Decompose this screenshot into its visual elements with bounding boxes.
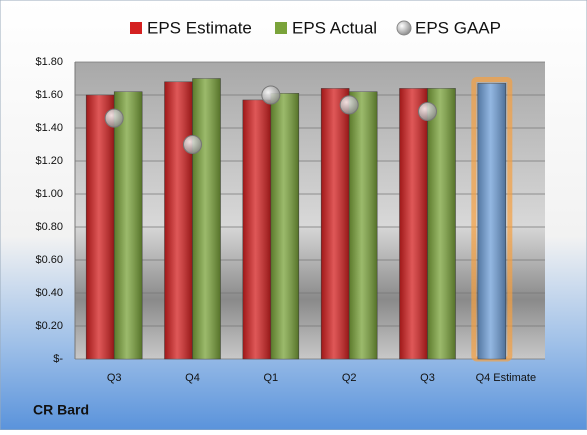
bar-shine — [242, 99, 271, 359]
x-tick-label: Q4 — [185, 372, 200, 384]
x-tick-label: Q3 — [107, 372, 122, 384]
legend-swatch — [275, 22, 287, 34]
gaap-marker — [261, 85, 281, 105]
legend-label: EPS GAAP — [415, 18, 501, 37]
x-tick-label: Q3 — [420, 372, 435, 384]
gaap-marker — [183, 135, 202, 154]
bar-shine — [164, 81, 193, 360]
footer: CR Bard — [33, 402, 89, 418]
legend-swatch — [130, 22, 142, 34]
y-tick-label: $0.80 — [35, 221, 63, 233]
gaap-marker — [418, 102, 437, 121]
x-tick-label: Q2 — [342, 372, 357, 384]
y-tick-label: $1.20 — [35, 155, 63, 167]
y-tick-label: $1.00 — [35, 188, 63, 200]
bar-shine — [86, 95, 115, 359]
y-tick-label: $1.40 — [35, 122, 63, 134]
bar-shine — [399, 88, 428, 360]
gaap-marker — [339, 95, 359, 115]
bar-shine — [192, 78, 221, 359]
legend-label: EPS Actual — [292, 18, 377, 37]
x-tick-label: Q4 Estimate — [476, 372, 537, 384]
y-tick-label: $1.80 — [35, 56, 63, 68]
plot-area — [75, 62, 545, 359]
bar-shine — [477, 83, 506, 359]
y-tick-label: $0.20 — [35, 320, 63, 332]
bar-shine — [270, 93, 299, 359]
y-tick-label: $0.40 — [35, 287, 63, 299]
y-tick-label: $- — [53, 353, 63, 365]
bar-shine — [427, 88, 456, 360]
bar-shine — [114, 91, 143, 359]
bar-shine — [321, 88, 350, 360]
y-tick-label: $1.60 — [35, 89, 63, 101]
gaap-marker — [104, 108, 124, 128]
legend-swatch — [396, 20, 412, 36]
bar-shine — [349, 91, 378, 359]
x-tick-label: Q1 — [263, 372, 278, 384]
legend-label: EPS Estimate — [147, 18, 252, 37]
y-tick-label: $0.60 — [35, 254, 63, 266]
